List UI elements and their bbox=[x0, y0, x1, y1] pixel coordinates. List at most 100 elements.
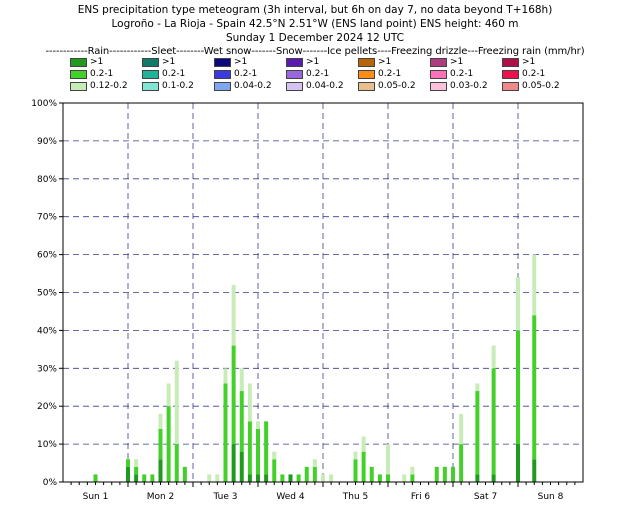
legend-swatch bbox=[70, 70, 87, 79]
legend-swatch bbox=[502, 70, 519, 79]
bar-segment bbox=[491, 345, 496, 369]
legend-label: 0.2-1 bbox=[90, 69, 114, 79]
legend-entry: 0.04-0.2 bbox=[286, 81, 358, 93]
legend: >1 0.2-1 0.12-0.2 >1 0.2-1 0.1-0.2 >1 0.2-1 0.04… bbox=[70, 57, 590, 94]
bar-segment bbox=[264, 421, 269, 475]
x-day-label: Sat 7 bbox=[474, 492, 497, 502]
bar-segment bbox=[288, 474, 293, 482]
bar-segment bbox=[231, 345, 236, 445]
bar-segment bbox=[402, 474, 407, 482]
legend-label: >1 bbox=[450, 57, 464, 67]
y-tick-label: 80% bbox=[37, 175, 57, 185]
bar-segment bbox=[491, 474, 496, 482]
legend-label: 0.1-0.2 bbox=[162, 81, 194, 91]
bar-segment bbox=[174, 360, 179, 445]
bar-segment bbox=[239, 368, 244, 392]
bar-segment bbox=[475, 383, 480, 392]
y-tick-label: 0% bbox=[43, 478, 58, 488]
legend-swatch bbox=[142, 70, 159, 79]
legend-label: >1 bbox=[378, 57, 392, 67]
bar-segment bbox=[166, 383, 171, 407]
bar-segment bbox=[361, 451, 366, 482]
bar-segment bbox=[410, 474, 415, 482]
y-tick-label: 50% bbox=[37, 289, 57, 299]
legend-swatch bbox=[286, 82, 303, 91]
bar-segment bbox=[247, 383, 252, 422]
legend-swatch bbox=[430, 70, 447, 79]
legend-label: 0.2-1 bbox=[378, 69, 402, 79]
legend-column-freezing-drizzle: >1 0.2-1 0.03-0.2 bbox=[430, 57, 502, 94]
plot-frame bbox=[62, 102, 584, 483]
bar-segment bbox=[516, 277, 520, 331]
bar-segment bbox=[353, 459, 358, 482]
bar-segment bbox=[134, 474, 139, 482]
legend-entry: >1 bbox=[142, 57, 214, 69]
bar-segment bbox=[459, 413, 464, 445]
bar-segment bbox=[215, 474, 220, 482]
legend-entry: 0.05-0.2 bbox=[358, 81, 430, 93]
bar-segment bbox=[532, 254, 537, 316]
legend-label: 0.2-1 bbox=[234, 69, 258, 79]
y-tick-label: 60% bbox=[37, 251, 57, 261]
x-day-label: Tue 3 bbox=[213, 492, 238, 502]
chart-title: ENS precipitation type meteogram (3h int… bbox=[77, 4, 553, 16]
bar-segment bbox=[158, 459, 163, 482]
legend-header: ------------Rain------------Sleet-------… bbox=[45, 46, 585, 57]
bar-segment bbox=[247, 421, 252, 475]
bar-segment bbox=[158, 413, 163, 429]
bar-segment bbox=[264, 474, 269, 482]
legend-label: >1 bbox=[90, 57, 104, 67]
bar-segment bbox=[134, 459, 139, 467]
legend-swatch bbox=[214, 70, 231, 79]
legend-swatch bbox=[70, 58, 87, 67]
legend-entry: >1 bbox=[70, 57, 142, 69]
legend-column-snow: >1 0.2-1 0.04-0.2 bbox=[286, 57, 358, 94]
legend-entry: 0.03-0.2 bbox=[430, 81, 502, 93]
bar-segment bbox=[207, 474, 212, 482]
legend-label: >1 bbox=[162, 57, 176, 67]
legend-entry: >1 bbox=[430, 57, 502, 69]
bar-segment bbox=[312, 459, 317, 467]
bar-segment bbox=[353, 451, 358, 460]
legend-column-wet-snow: >1 0.2-1 0.04-0.2 bbox=[214, 57, 286, 94]
x-day-label: Sun 8 bbox=[538, 492, 564, 502]
legend-label: 0.03-0.2 bbox=[450, 81, 488, 91]
bar-segment bbox=[459, 444, 464, 482]
bar-segment bbox=[532, 459, 537, 482]
bar-segment bbox=[231, 284, 236, 346]
bar-segment bbox=[304, 466, 309, 482]
legend-entry: 0.2-1 bbox=[70, 69, 142, 81]
legend-column-freezing-rain: >1 0.2-1 0.05-0.2 bbox=[502, 57, 574, 94]
bar-segment bbox=[223, 368, 228, 384]
x-day-label: Sun 1 bbox=[83, 492, 109, 502]
bar-segment bbox=[532, 315, 537, 460]
bar-segment bbox=[142, 474, 147, 482]
bar-segment bbox=[329, 474, 334, 482]
x-day-label: Thu 5 bbox=[342, 492, 369, 502]
bar-segment bbox=[475, 474, 480, 482]
bar-segment bbox=[369, 466, 374, 482]
bar-segment bbox=[231, 444, 236, 482]
legend-swatch bbox=[286, 70, 303, 79]
bar-segment bbox=[312, 466, 317, 482]
bar-segment bbox=[256, 421, 260, 429]
legend-label: 0.2-1 bbox=[450, 69, 474, 79]
bar-segment bbox=[377, 474, 382, 482]
legend-entry: >1 bbox=[286, 57, 358, 69]
legend-swatch bbox=[430, 58, 447, 67]
legend-swatch bbox=[358, 82, 375, 91]
y-tick-label: 90% bbox=[37, 137, 57, 147]
bar-segment bbox=[239, 451, 244, 482]
y-tick-label: 30% bbox=[37, 364, 57, 374]
legend-swatch bbox=[142, 82, 159, 91]
legend-swatch bbox=[358, 70, 375, 79]
legend-label: 0.12-0.2 bbox=[90, 81, 128, 91]
bar-segment bbox=[516, 330, 520, 445]
bar-segment bbox=[150, 474, 155, 482]
legend-label: 0.2-1 bbox=[522, 69, 546, 79]
legend-label: 0.2-1 bbox=[306, 69, 330, 79]
legend-entry: 0.04-0.2 bbox=[214, 81, 286, 93]
bar-segment bbox=[280, 474, 285, 482]
y-tick-label: 70% bbox=[37, 213, 57, 223]
